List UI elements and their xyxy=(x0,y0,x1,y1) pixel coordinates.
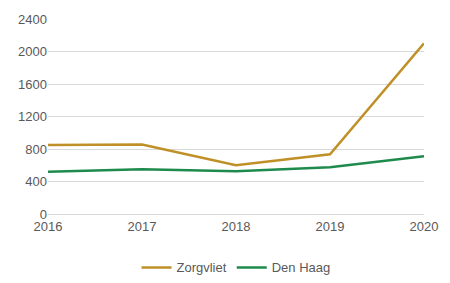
svg-text:2019: 2019 xyxy=(316,219,345,234)
svg-text:Zorgvliet: Zorgvliet xyxy=(177,260,227,275)
svg-text:2000: 2000 xyxy=(18,44,47,59)
svg-text:1600: 1600 xyxy=(18,77,47,92)
svg-text:1200: 1200 xyxy=(18,109,47,124)
svg-text:2020: 2020 xyxy=(410,219,439,234)
svg-text:Den Haag: Den Haag xyxy=(272,260,331,275)
svg-text:800: 800 xyxy=(25,142,47,157)
svg-text:400: 400 xyxy=(25,174,47,189)
svg-text:2017: 2017 xyxy=(128,219,157,234)
svg-text:2016: 2016 xyxy=(34,219,63,234)
svg-text:0: 0 xyxy=(40,207,47,222)
svg-text:2400: 2400 xyxy=(18,12,47,27)
svg-text:2018: 2018 xyxy=(222,219,251,234)
